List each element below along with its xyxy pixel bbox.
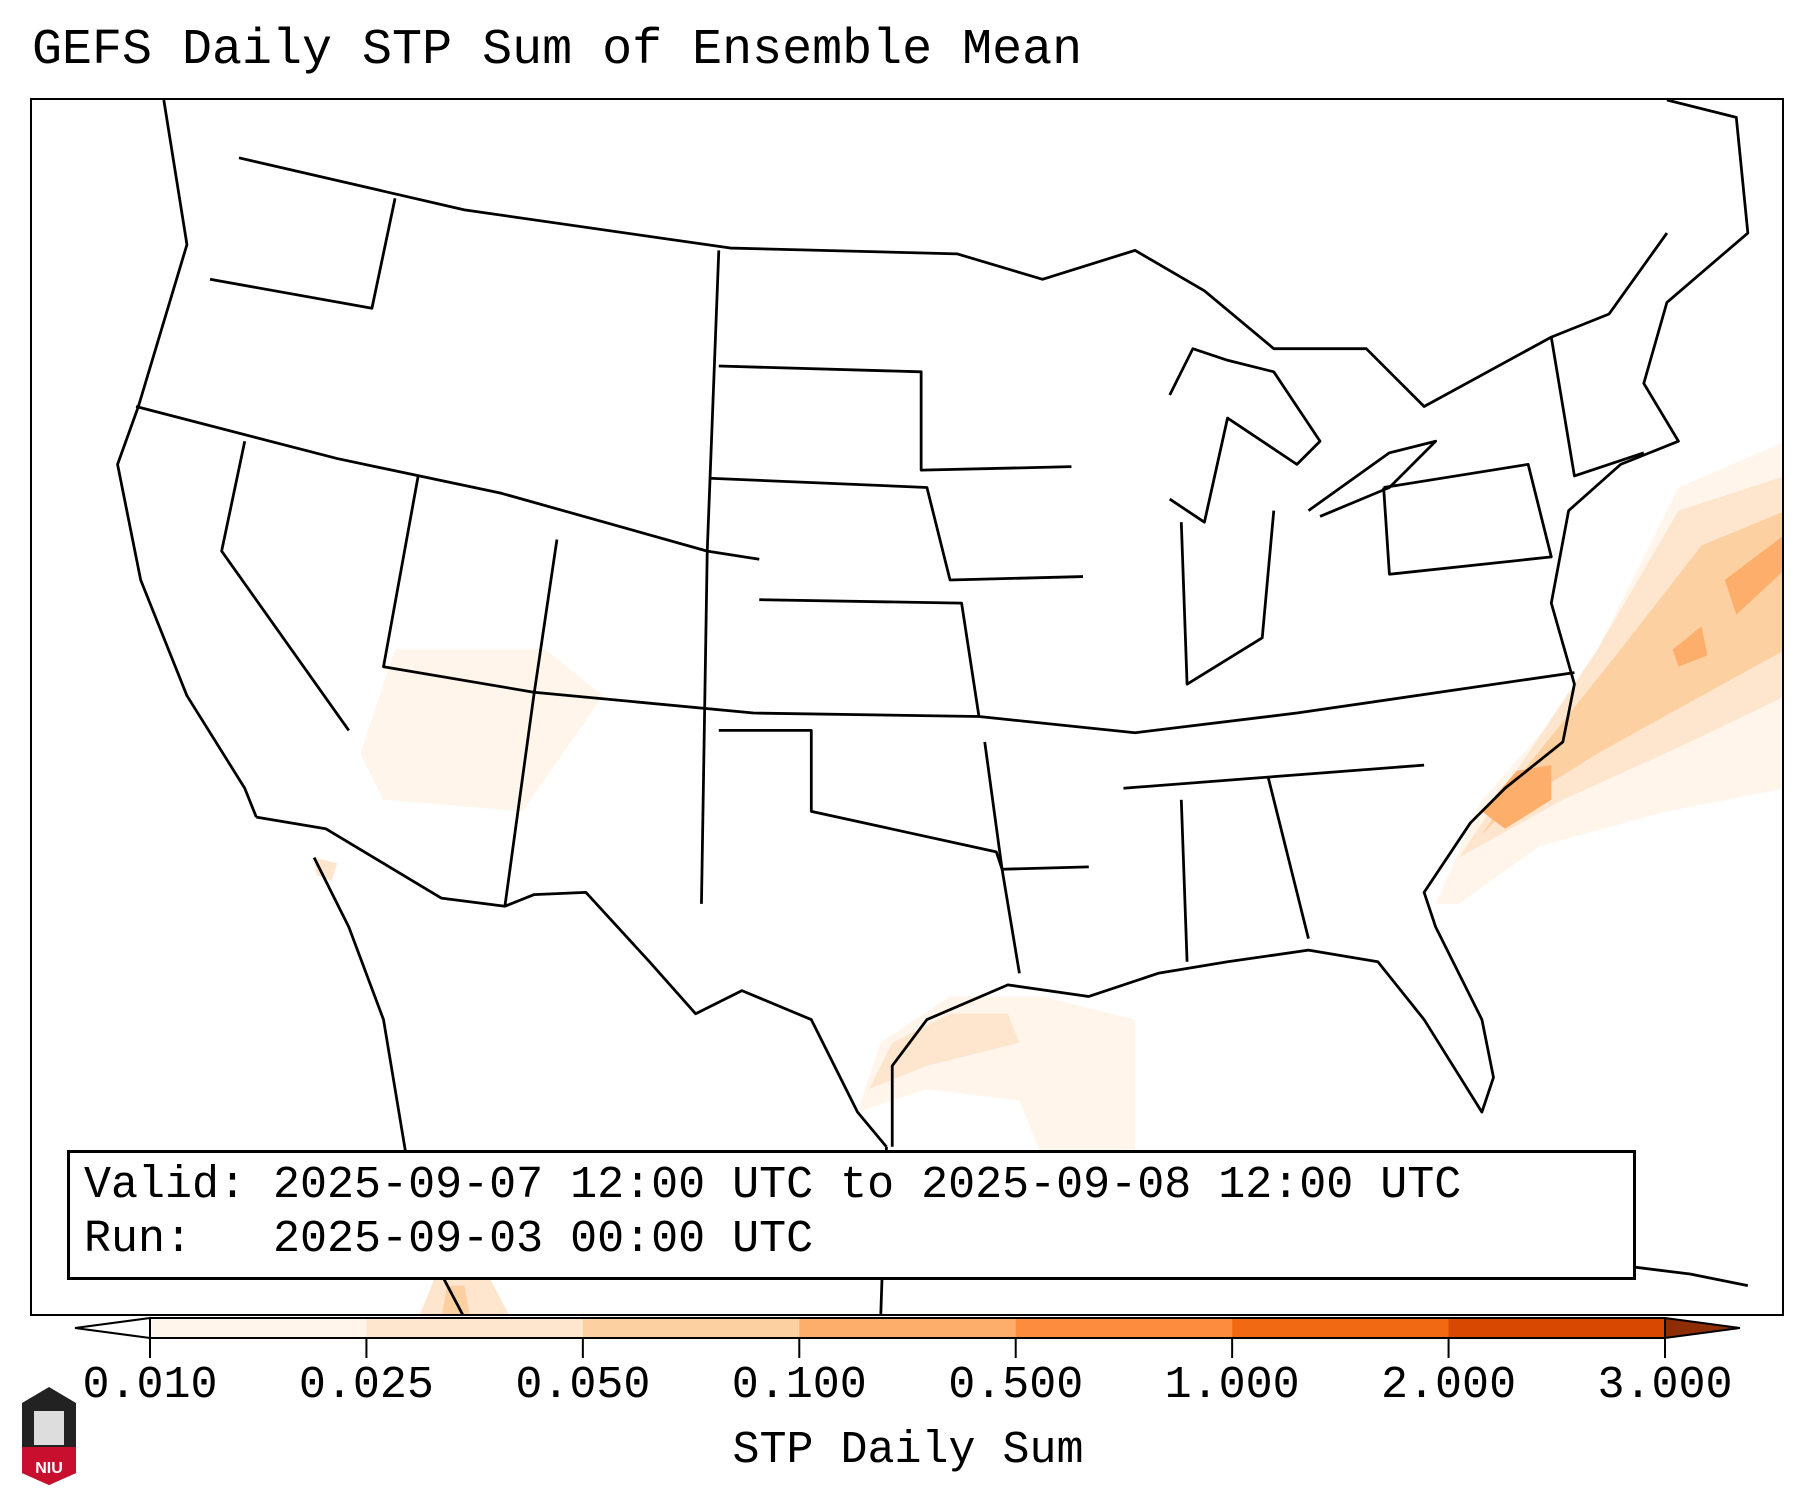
state-line (1123, 763, 1425, 790)
stp-band-atlantic-peak3 (1672, 626, 1708, 667)
stp-southwest (360, 649, 604, 812)
state-line (1179, 799, 1189, 962)
colorbar-tick-label: 0.500 (948, 1360, 1084, 1411)
colorbar-segment (1448, 1318, 1666, 1338)
colorbar-tick-label: 0.025 (298, 1360, 434, 1411)
stp-baja (314, 857, 338, 881)
niu-logo: NIU (22, 1387, 76, 1485)
run-value: 2025-09-03 00:00 UTC (273, 1214, 814, 1265)
colorbar-segment (1015, 1318, 1233, 1338)
stp-band-atlantic-peak (1481, 765, 1552, 829)
state-line (709, 476, 1084, 582)
stp-gulf-mid (869, 1013, 1020, 1089)
colorbar-outline (149, 1317, 1666, 1339)
state-line (1179, 510, 1276, 686)
lake-erie (1307, 439, 1438, 518)
mexico-coast (312, 857, 464, 1314)
stp-band-atlantic-high (1481, 512, 1782, 835)
colorbar-under-extension (74, 1316, 151, 1340)
run-label: Run: (84, 1214, 193, 1265)
colorbar-segment (150, 1318, 367, 1338)
colorbar-tick-label: 3.000 (1597, 1360, 1733, 1411)
state-line (135, 405, 760, 561)
gulf-atlantic-coast (890, 100, 1750, 1147)
state-line (1382, 462, 1553, 576)
state-line (718, 729, 1089, 871)
colorbar-tick-label: 1.000 (1164, 1360, 1300, 1411)
valid-label: Valid: (84, 1160, 247, 1211)
state-line (718, 364, 1072, 472)
colorbar-tick-label: 0.010 (82, 1360, 218, 1411)
colorbar-tick-label: 2.000 (1381, 1360, 1517, 1411)
boundaries (116, 100, 1750, 1314)
state-line (382, 475, 1575, 735)
state-line (759, 598, 981, 717)
colorbar-segment (366, 1318, 584, 1338)
state-line (700, 250, 721, 904)
stp-shading (314, 442, 1782, 1314)
canada-border (238, 156, 1669, 408)
logo-text: NIU (35, 1460, 63, 1477)
state-line (209, 198, 397, 310)
colorbar (74, 1316, 1741, 1358)
state-line (1549, 336, 1645, 478)
valid-time-box: Valid: 2025-09-07 12:00 UTC to 2025-09-0… (67, 1150, 1636, 1280)
colorbar-tick-label: 0.100 (731, 1360, 867, 1411)
colorbar-segment (582, 1318, 800, 1338)
colorbar-segment (1232, 1318, 1450, 1338)
us-mexico-border (256, 815, 888, 1148)
valid-value: 2025-09-07 12:00 UTC to 2025-09-08 12:00… (273, 1160, 1462, 1211)
colorbar-over-extension (1664, 1316, 1741, 1340)
chart-title: GEFS Daily STP Sum of Ensemble Mean (32, 22, 1083, 79)
us-coastline (116, 100, 258, 818)
state-line (220, 440, 350, 732)
state-line (983, 741, 1021, 974)
stp-band-atlantic-peak2 (1724, 536, 1782, 615)
colorbar-tick-label: 0.050 (515, 1360, 651, 1411)
great-lakes (1168, 347, 1322, 524)
map-panel (30, 98, 1784, 1316)
us-map (116, 100, 1782, 1314)
colorbar-label: STP Daily Sum (732, 1425, 1084, 1476)
state-line (1266, 776, 1310, 939)
colorbar-segment (799, 1318, 1017, 1338)
state-line (503, 539, 559, 907)
